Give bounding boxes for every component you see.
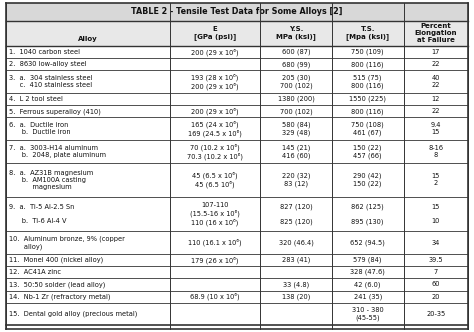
Text: 39.5: 39.5: [428, 257, 443, 263]
Text: 145 (21)
416 (60): 145 (21) 416 (60): [282, 144, 310, 159]
Text: 40
22: 40 22: [432, 75, 440, 88]
Text: 22: 22: [432, 61, 440, 67]
Text: 20: 20: [432, 293, 440, 299]
Text: 20-35: 20-35: [426, 311, 446, 317]
Text: 12: 12: [432, 96, 440, 102]
Text: 205 (30)
700 (102): 205 (30) 700 (102): [280, 75, 312, 89]
Text: 15
2: 15 2: [432, 173, 440, 187]
Text: 6.  a.  Ductile iron
      b.  Ductile iron: 6. a. Ductile iron b. Ductile iron: [9, 122, 70, 135]
Bar: [6, 254, 468, 266]
Text: TABLE 2 - Tensile Test Data for Some Alloys [2]: TABLE 2 - Tensile Test Data for Some All…: [131, 7, 343, 17]
Text: 110 (16.1 x 10⁶): 110 (16.1 x 10⁶): [188, 239, 242, 246]
Text: 680 (99): 680 (99): [282, 61, 310, 67]
Text: 862 (125)

895 (130): 862 (125) 895 (130): [351, 203, 384, 225]
Text: 150 (22)
457 (66): 150 (22) 457 (66): [354, 144, 382, 159]
Bar: [6, 140, 468, 163]
Text: 200 (29 x 10⁶): 200 (29 x 10⁶): [191, 108, 239, 115]
Text: 68.9 (10 x 10⁶): 68.9 (10 x 10⁶): [190, 293, 240, 300]
Text: 60: 60: [432, 282, 440, 288]
Text: 193 (28 x 10⁶)
200 (29 x 10⁶): 193 (28 x 10⁶) 200 (29 x 10⁶): [191, 73, 239, 90]
Text: 310 - 380
(45-55): 310 - 380 (45-55): [352, 307, 383, 321]
Text: 600 (87): 600 (87): [282, 49, 310, 55]
Text: 9.  a.  Ti-5 Al-2.5 Sn

      b.  Ti-6 Al-4 V: 9. a. Ti-5 Al-2.5 Sn b. Ti-6 Al-4 V: [9, 204, 74, 224]
Text: 1.  1040 carbon steel: 1. 1040 carbon steel: [9, 49, 80, 55]
Text: 827 (120)

825 (120): 827 (120) 825 (120): [280, 203, 312, 225]
Text: 220 (32)
83 (12): 220 (32) 83 (12): [282, 173, 310, 187]
Text: 7: 7: [434, 269, 438, 275]
Bar: [6, 303, 468, 325]
Text: 290 (42)
150 (22): 290 (42) 150 (22): [354, 173, 382, 187]
Bar: [6, 231, 468, 254]
Text: 283 (41): 283 (41): [282, 257, 310, 263]
Bar: [6, 21, 468, 46]
Text: 9.4
15: 9.4 15: [431, 122, 441, 135]
Text: 8-16
8: 8-16 8: [428, 145, 444, 158]
Bar: [6, 278, 468, 290]
Text: 15

10: 15 10: [432, 204, 440, 224]
Text: 179 (26 x 10⁶): 179 (26 x 10⁶): [191, 256, 239, 264]
Text: 1380 (200): 1380 (200): [278, 96, 314, 102]
Text: 34: 34: [432, 239, 440, 246]
Text: T.S.
[Mpa (ksi)]: T.S. [Mpa (ksi)]: [346, 26, 389, 40]
Text: 138 (20): 138 (20): [282, 293, 310, 300]
Bar: [6, 93, 468, 105]
Text: 580 (84)
329 (48): 580 (84) 329 (48): [282, 122, 310, 136]
Text: 7.  a.  3003-H14 aluminum
      b.  2048, plate aluminum: 7. a. 3003-H14 aluminum b. 2048, plate a…: [9, 145, 106, 158]
Text: 13.  50:50 solder (lead alloy): 13. 50:50 solder (lead alloy): [9, 281, 105, 288]
Text: 241 (35): 241 (35): [354, 293, 382, 300]
Text: 5.  Ferrous superalloy (410): 5. Ferrous superalloy (410): [9, 108, 100, 115]
Text: 107-110
(15.5-16 x 10⁶)
110 (16 x 10⁶): 107-110 (15.5-16 x 10⁶) 110 (16 x 10⁶): [190, 202, 240, 226]
Text: 320 (46.4): 320 (46.4): [279, 239, 313, 246]
Text: 579 (84): 579 (84): [354, 257, 382, 263]
Text: 700 (102): 700 (102): [280, 108, 312, 115]
Text: 750 (108)
461 (67): 750 (108) 461 (67): [351, 122, 384, 136]
Text: 515 (75)
800 (116): 515 (75) 800 (116): [351, 75, 384, 89]
Text: 45 (6.5 x 10⁶)
45 (6.5 10⁶): 45 (6.5 x 10⁶) 45 (6.5 10⁶): [192, 172, 238, 188]
Text: 70 (10.2 x 10⁶)
70.3 (10.2 x 10⁶): 70 (10.2 x 10⁶) 70.3 (10.2 x 10⁶): [187, 143, 243, 160]
Bar: [6, 58, 468, 70]
Text: 200 (29 x 10⁶): 200 (29 x 10⁶): [191, 48, 239, 56]
Text: E
[GPa (psi)]: E [GPa (psi)]: [194, 26, 236, 40]
Text: Y.S.
MPa (ksi)]: Y.S. MPa (ksi)]: [276, 26, 316, 40]
Bar: [6, 197, 468, 231]
Bar: [6, 118, 468, 140]
Text: 33 (4.8): 33 (4.8): [283, 281, 309, 288]
Text: 42 (6.0): 42 (6.0): [355, 281, 381, 288]
Text: 3.  a.  304 stainless steel
     c.  410 stainless steel: 3. a. 304 stainless steel c. 410 stainle…: [9, 75, 92, 88]
Text: 800 (116): 800 (116): [351, 108, 384, 115]
Text: 22: 22: [432, 108, 440, 115]
Text: 11.  Monel 400 (nickel alloy): 11. Monel 400 (nickel alloy): [9, 257, 103, 263]
Bar: [6, 105, 468, 118]
Text: Alloy: Alloy: [78, 36, 98, 42]
Text: 2.  8630 low-alloy steel: 2. 8630 low-alloy steel: [9, 61, 86, 67]
Text: 10.  Aluminum bronze, 9% (copper
       alloy): 10. Aluminum bronze, 9% (copper alloy): [9, 235, 124, 250]
Bar: [6, 70, 468, 93]
Text: 750 (109): 750 (109): [351, 49, 384, 55]
Text: 8.  a.  AZ31B magnesium
      b.  AM100A casting
           magnesium: 8. a. AZ31B magnesium b. AM100A casting …: [9, 170, 93, 190]
Text: 1550 (225): 1550 (225): [349, 96, 386, 102]
Bar: [6, 3, 468, 21]
Text: 165 (24 x 10⁶)
169 (24.5 x 10⁶): 165 (24 x 10⁶) 169 (24.5 x 10⁶): [188, 121, 242, 137]
Bar: [6, 290, 468, 303]
Text: 12.  AC41A zinc: 12. AC41A zinc: [9, 269, 61, 275]
Text: 652 (94.5): 652 (94.5): [350, 239, 385, 246]
Text: 17: 17: [432, 49, 440, 55]
Text: 14.  Nb-1 Zr (refractory metal): 14. Nb-1 Zr (refractory metal): [9, 293, 110, 300]
Bar: [6, 266, 468, 278]
Text: 328 (47.6): 328 (47.6): [350, 269, 385, 276]
Text: 800 (116): 800 (116): [351, 61, 384, 67]
Bar: [6, 46, 468, 58]
Text: 4.  L 2 tool steel: 4. L 2 tool steel: [9, 96, 63, 102]
Bar: [6, 163, 468, 197]
Text: 15.  Dental gold alloy (precious metal): 15. Dental gold alloy (precious metal): [9, 311, 137, 317]
Text: Percent
Elongation
at Failure: Percent Elongation at Failure: [415, 23, 457, 43]
